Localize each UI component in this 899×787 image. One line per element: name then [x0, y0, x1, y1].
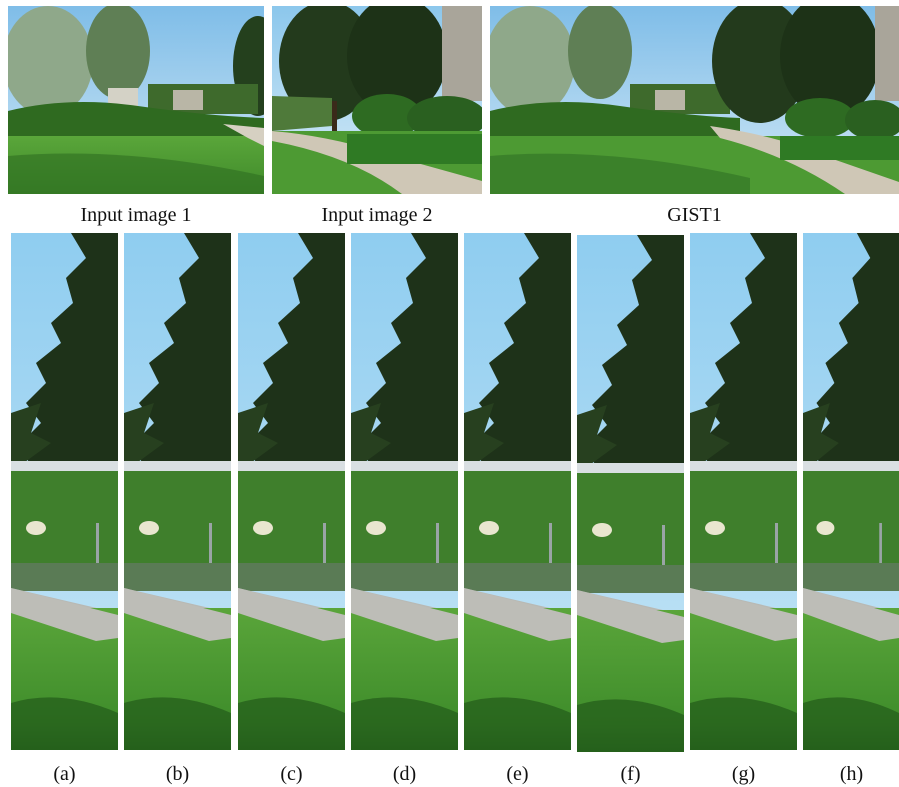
strip-label-e: (e): [506, 763, 529, 785]
result-strip-c: [238, 233, 345, 750]
strip-label-c: (c): [280, 763, 303, 785]
result-strip-g: [690, 233, 797, 750]
caption-input-image-2: Input image 2: [321, 204, 433, 226]
strip-label-g: (g): [731, 763, 756, 785]
caption-gist1: GIST1: [667, 204, 722, 226]
result-strip-h: [803, 233, 899, 750]
strip-label-b: (b): [165, 763, 190, 785]
input-image-1: [8, 6, 264, 194]
strip-label-a: (a): [53, 763, 76, 785]
strip-label-d: (d): [392, 763, 417, 785]
result-strip-a: [11, 233, 118, 750]
result-strip-e: [464, 233, 571, 750]
result-strip-d: [351, 233, 458, 750]
strip-label-h: (h): [839, 763, 864, 785]
result-strip-f: [577, 235, 684, 752]
result-strip-b: [124, 233, 231, 750]
input-image-2: [272, 6, 482, 194]
caption-input-image-1: Input image 1: [80, 204, 192, 226]
gist1-panorama: [490, 6, 899, 194]
strip-label-f: (f): [620, 763, 641, 785]
